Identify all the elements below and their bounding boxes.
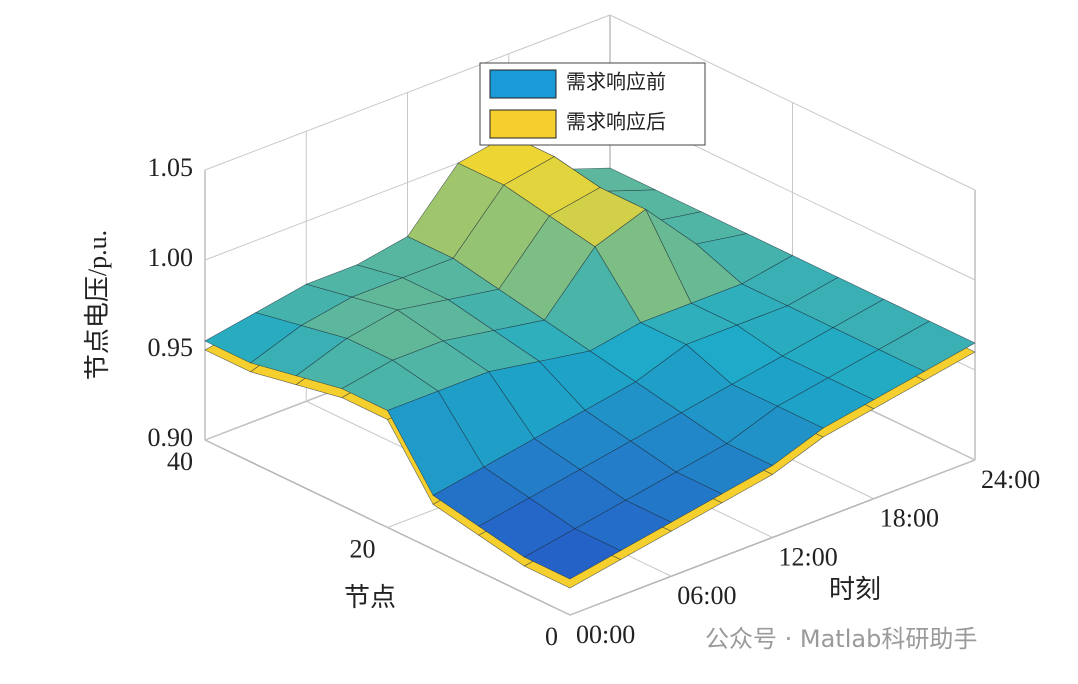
x-tick-label: 06:00 <box>677 581 736 610</box>
z-axis-label: 节点电压/p.u. <box>83 230 112 380</box>
y-tick-label: 0 <box>545 622 558 651</box>
legend-swatch <box>489 69 557 99</box>
z-tick-label: 0.95 <box>148 333 194 362</box>
x-axis-label: 时刻 <box>829 575 881 604</box>
legend-label: 需求响应后 <box>566 111 666 134</box>
grid-line <box>569 459 976 616</box>
z-tick-label: 0.90 <box>148 423 194 452</box>
y-tick-label: 20 <box>350 534 376 563</box>
y-axis-label: 节点 <box>344 583 396 612</box>
y-tick-label: 40 <box>167 447 193 476</box>
axis-labels: 0.90 0.95 1.00 1.05 00:00 06:00 12:00 18:00 24:0… <box>83 153 1040 651</box>
x-tick-label: 00:00 <box>576 620 635 649</box>
legend-label: 需求响应前 <box>566 71 666 94</box>
surfaces <box>204 134 976 589</box>
z-tick-label: 1.00 <box>148 243 194 272</box>
watermark: 公众号 · Matlab科研助手 <box>705 625 977 653</box>
surface-patch <box>523 528 622 580</box>
x-tick-label: 12:00 <box>779 542 838 571</box>
x-tick-label: 18:00 <box>880 504 939 533</box>
x-tick-label: 24:00 <box>981 465 1040 494</box>
z-tick-label: 1.05 <box>148 153 194 182</box>
legend-swatch <box>489 109 557 139</box>
